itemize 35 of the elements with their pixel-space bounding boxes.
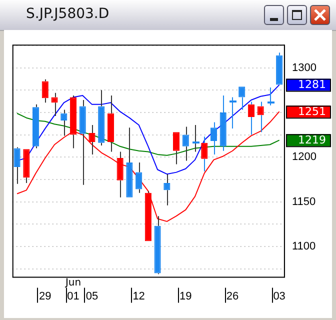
candlestick xyxy=(51,92,58,117)
y-tick-label: 1100 xyxy=(292,240,316,252)
candlestick xyxy=(79,99,86,186)
data-label: 1281 xyxy=(298,78,326,92)
x-tick-label: 26 xyxy=(226,290,239,302)
y-tick-label: 1300 xyxy=(292,62,316,74)
candlestick xyxy=(154,216,161,275)
candlestick xyxy=(210,122,218,155)
x-tick-label: 05 xyxy=(86,290,98,302)
data-label: 1219 xyxy=(298,134,326,147)
candlestick xyxy=(126,127,133,198)
data-label: 1251 xyxy=(298,104,326,118)
candlestick xyxy=(98,90,105,146)
x-tick-label: 01 xyxy=(67,290,80,302)
candlestick xyxy=(201,136,208,172)
y-tick-label: 1200 xyxy=(292,151,316,164)
candlestick xyxy=(220,95,226,152)
candlestick xyxy=(276,52,283,85)
candlestick xyxy=(164,174,170,206)
x-tick-label: 03 xyxy=(273,290,286,302)
candlestick xyxy=(107,95,114,152)
candlestick xyxy=(136,162,142,194)
candlestick xyxy=(60,109,68,136)
x-tick-label: 12 xyxy=(132,290,145,302)
candlestick xyxy=(42,78,48,104)
y-tick-label: 1150 xyxy=(292,196,316,208)
candlestick xyxy=(14,146,20,184)
chart-title: S.JP.J5803.D xyxy=(26,6,110,22)
x-tick-label: 29 xyxy=(39,290,52,302)
candlestick xyxy=(23,149,30,184)
text: Jun xyxy=(64,277,82,288)
candlestick xyxy=(182,126,189,162)
candlestick xyxy=(173,132,180,165)
candlestick xyxy=(116,151,124,198)
x-tick-label: 19 xyxy=(180,290,192,302)
